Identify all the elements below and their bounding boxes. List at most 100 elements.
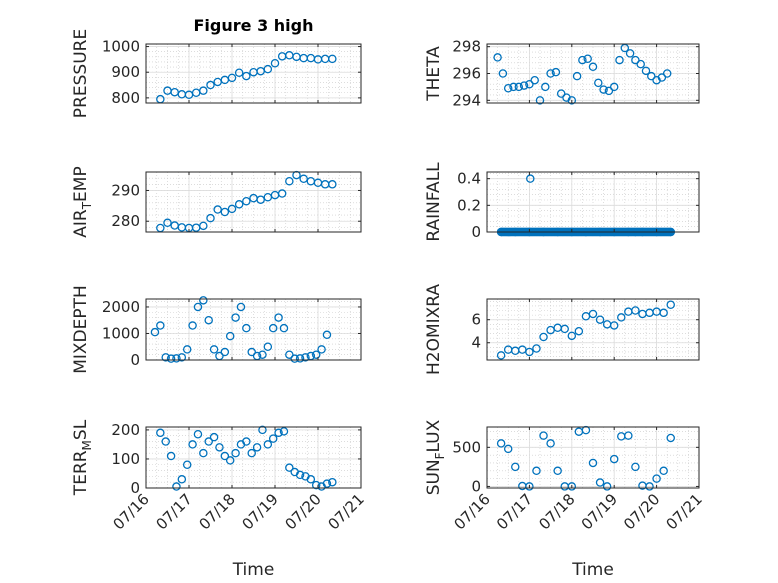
data-point [166, 354, 176, 363]
data-point [588, 309, 598, 319]
data-point [657, 73, 667, 82]
x-tick-label: 07/16 [451, 490, 494, 533]
figure-title: Figure 3 high [194, 16, 314, 35]
data-point [199, 86, 208, 95]
y-axis-label: H2OMIXRA [424, 284, 444, 375]
data-point [631, 306, 640, 315]
data-point [645, 482, 654, 491]
data-point [322, 330, 332, 340]
y-tick-label: 290 [111, 181, 140, 199]
data-point [268, 323, 278, 333]
data-point [311, 350, 321, 359]
data-point [503, 84, 513, 93]
y-tick-label: 0 [130, 351, 140, 369]
axes-box [145, 426, 362, 489]
data-point [193, 302, 203, 312]
data-point [503, 444, 513, 454]
data-point [231, 313, 240, 322]
data-point [227, 73, 237, 83]
y-tick-label: 500 [452, 438, 481, 456]
data-point [231, 448, 240, 458]
data-point [511, 462, 520, 472]
data-point [301, 353, 310, 362]
data-point [594, 78, 603, 88]
data-point [263, 342, 273, 351]
data-point [242, 196, 251, 206]
data-point [498, 69, 508, 78]
data-point [567, 482, 577, 491]
data-point [609, 454, 619, 464]
data-point [526, 174, 535, 183]
data-point [532, 344, 541, 353]
data-point [659, 308, 668, 318]
data-point [553, 466, 562, 476]
data-point [567, 331, 577, 341]
data-point [328, 180, 337, 189]
axes-box [145, 43, 362, 104]
axes-box [486, 426, 700, 489]
data-point [306, 475, 316, 484]
data-point [182, 460, 192, 470]
data-point [604, 86, 614, 96]
x-tick-label: 07/20 [620, 490, 663, 533]
x-tick-label: 07/17 [153, 490, 196, 533]
data-point [572, 71, 582, 81]
data-point [328, 54, 337, 64]
data-point [163, 218, 172, 228]
data-point [206, 213, 215, 223]
data-point [156, 321, 165, 330]
data-point [263, 64, 273, 74]
data-point [295, 470, 305, 480]
data-point [161, 437, 170, 446]
y-axis-label: AIRTEMP [71, 166, 94, 237]
y-tick-label: 294 [452, 91, 481, 109]
data-point [292, 170, 301, 180]
axes-box [145, 298, 362, 361]
data-point [493, 53, 502, 62]
subplot-rainfall: 0 0.2 0.4 RAINFALL [424, 162, 700, 242]
data-point [641, 66, 651, 76]
data-point [541, 82, 550, 92]
data-point [277, 189, 287, 198]
data-point [285, 176, 294, 186]
data-point [599, 85, 608, 94]
data-point [532, 466, 541, 476]
data-point [530, 75, 539, 85]
data-point [666, 433, 675, 443]
data-point [662, 69, 672, 78]
data-point [236, 302, 246, 312]
data-point [199, 448, 208, 458]
y-tick-label: 0 [471, 477, 481, 495]
data-point [166, 451, 176, 461]
data-point [182, 345, 192, 354]
data-point [209, 345, 219, 354]
data-point [274, 428, 283, 438]
data-point [270, 58, 280, 68]
data-point [193, 430, 203, 439]
data-point [220, 347, 230, 357]
data-point [659, 466, 668, 476]
data-point [285, 350, 294, 359]
data-point [177, 475, 187, 484]
data-point [567, 96, 577, 105]
data-point [514, 82, 524, 92]
data-point [578, 55, 587, 65]
data-point [242, 437, 251, 446]
x-tick-label: 07/21 [325, 490, 368, 533]
data-point [574, 326, 584, 336]
data-point [602, 482, 612, 491]
data-point [247, 448, 256, 458]
data-point [242, 71, 251, 81]
data-point [268, 434, 278, 443]
x-tick-label: 07/19 [239, 490, 282, 533]
y-axis-label: SUNFLUX [424, 419, 447, 495]
data-point [252, 443, 262, 452]
data-point [242, 323, 251, 333]
data-point [509, 82, 518, 92]
data-point [556, 89, 566, 98]
y-tick-label: 0 [471, 223, 481, 241]
data-point [609, 321, 619, 330]
x-tick-label: 07/21 [663, 490, 706, 533]
